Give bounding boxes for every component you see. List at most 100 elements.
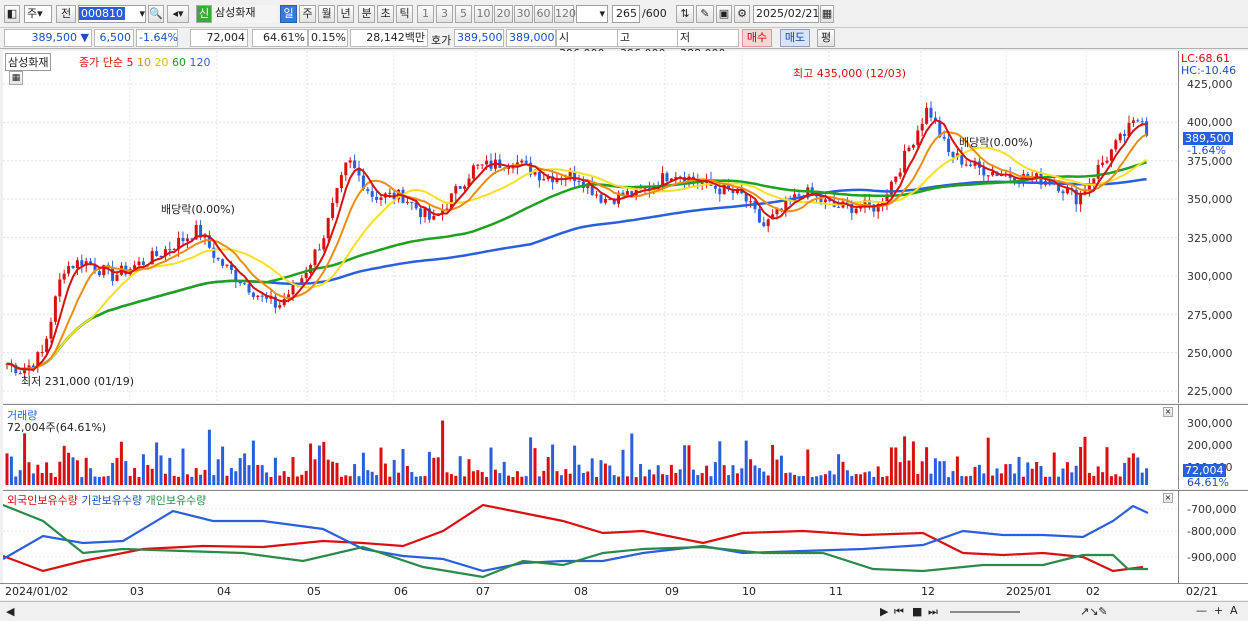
avg-button[interactable]: 평 [817,29,835,47]
volume-bar [1057,476,1061,485]
volume-bar [757,468,761,485]
legend-stock-name[interactable]: 삼성화재 [5,53,52,71]
new-badge[interactable]: 신 [196,5,212,23]
volume-bar [559,475,563,485]
interval-60[interactable]: 60 [534,5,553,23]
x-label: 2024/01/02 [5,585,69,598]
interval-120[interactable]: 120 [554,5,576,23]
close-icon[interactable]: × [1163,407,1173,417]
high-value: 고 396,000 [617,29,679,60]
candle-body [1087,183,1091,192]
price-panel[interactable]: 삼성화재 종가 단순 5 10 20 60 120 ▦ 최고 435,000 (… [3,51,1178,403]
volume-bar [850,475,854,485]
interval-5[interactable]: 5 [455,5,472,23]
period-tick[interactable]: 틱 [396,5,413,23]
candle-body [49,321,53,339]
volume-bar [445,472,449,485]
candle-body [863,200,867,208]
volume-bar [982,473,986,485]
volume-bar [1118,476,1122,485]
window-icon[interactable]: ◧ [4,5,20,23]
volume-bar [150,468,154,485]
code-input[interactable]: 000810 ▾ [78,5,146,23]
volume-bar [221,446,225,485]
interval-3[interactable]: 3 [436,5,453,23]
save-icon[interactable]: ▣ [716,5,732,23]
volume-bar [524,476,528,485]
ma20-line [6,146,1148,371]
volume-bar [520,476,524,485]
candle-body [1101,162,1105,165]
volume-panel[interactable]: 거래량 72,004주(64.61%) × [3,404,1178,489]
buy-button[interactable]: 매수 [742,29,772,47]
candle-body [608,198,612,200]
volume-bar [832,474,836,485]
volume-bar [379,447,383,485]
volume-bar [1136,457,1140,485]
interval-select[interactable]: ▾ [576,5,608,23]
interval-10[interactable]: 10 [474,5,493,23]
volume-bar [1096,466,1100,485]
period-second[interactable]: 초 [377,5,394,23]
date-input[interactable]: 2025/02/21 [753,5,819,23]
legend-individual: 개인보유수량 [145,494,207,507]
interval-1[interactable]: 1 [417,5,434,23]
current-pct-tag: -1.64% [1187,144,1226,157]
sell-button[interactable]: 매도 [780,29,810,47]
holdings-panel[interactable]: 외국인보유수량 기관보유수량 개인보유수량 × [3,490,1178,583]
candle-body [304,272,308,279]
candle-body [168,249,172,251]
candle-body [894,176,898,182]
volume-value: 72,004 [190,29,248,47]
volume-bar [507,475,511,485]
interval-30[interactable]: 30 [514,5,533,23]
volume-readout: 72,004주(64.61%) [7,421,107,434]
candle-body [181,237,185,242]
volume-bar [674,472,678,485]
volume-bar [955,456,959,485]
scroll-right-icon[interactable]: ▶ [880,605,889,618]
period-year[interactable]: 년 [337,5,354,23]
period-month[interactable]: 월 [318,5,335,23]
volume-bar [476,470,480,485]
zoom-out-icon[interactable]: — [1196,604,1207,617]
prev-button[interactable]: 전 [56,5,76,23]
count-input[interactable]: 265 [612,5,640,23]
interval-20[interactable]: 20 [494,5,513,23]
font-size-icon[interactable]: A [1230,604,1238,617]
period-week[interactable]: 주 [299,5,316,23]
volume-bar [705,465,709,485]
volume-bar [502,461,506,485]
period-minute[interactable]: 분 [358,5,375,23]
volume-bar [207,429,211,485]
period-day[interactable]: 일 [280,5,297,23]
gear-icon[interactable]: ⚙ [734,5,750,23]
bottom-scrollbar[interactable]: ◀ ▶ ⏮ ■ ⏭ ↗↘✎ — + A [0,601,1248,621]
zoom-in-icon[interactable]: + [1214,604,1224,617]
search-icon[interactable]: 🔍 [148,5,164,23]
x-label: 05 [307,585,321,598]
volume-bar [40,472,44,485]
volume-bar [991,475,995,485]
rewind-icon[interactable]: ⏮ [894,605,904,618]
candle-body [603,198,607,203]
volume-bar [18,470,22,485]
market-select[interactable]: 주▾ [24,5,52,23]
candle-body [471,165,475,179]
calendar-icon[interactable]: ▦ [820,5,834,23]
volume-bar [313,459,317,485]
zoom-slider[interactable] [950,611,1020,613]
tools-icon[interactable]: ✎ [696,5,714,23]
forward-icon[interactable]: ⏭ [928,605,938,618]
close-icon[interactable]: × [1163,493,1173,503]
volume-bar [1043,476,1047,485]
price-tick: 375,000 [1187,155,1233,168]
zoom-icon[interactable]: ⇅ [676,5,694,23]
scroll-left-icon[interactable]: ◀ [6,605,15,618]
volume-axis: 300,000 200,000 100,000 72,004 64.61% [1178,404,1248,489]
grid-icon[interactable]: ▦ [9,71,23,85]
speaker-icon[interactable]: ◂▾ [167,5,189,23]
stop-icon[interactable]: ■ [912,605,923,618]
volume-bar [920,461,924,485]
draw-tools-icon[interactable]: ↗↘✎ [1080,605,1108,618]
